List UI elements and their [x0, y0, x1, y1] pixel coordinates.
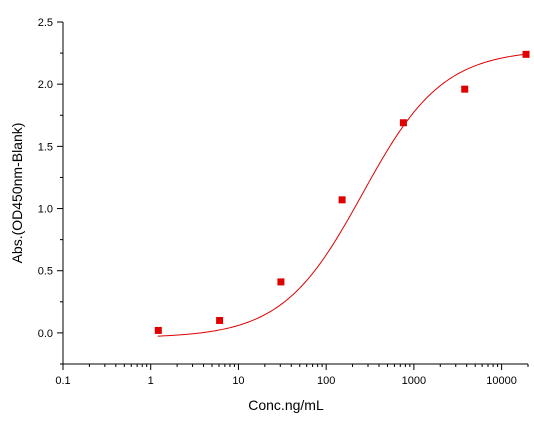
y-ticks: 0.0 0.5 1.0 1.5 2.0 2.5 [38, 17, 63, 365]
x-tick-label: 10000 [486, 375, 517, 387]
x-tick-label: 0.1 [55, 375, 70, 387]
y-tick-label: 0.5 [38, 266, 53, 278]
fit-curve [157, 53, 527, 337]
data-point [522, 50, 530, 58]
x-tick-label: 10 [232, 375, 244, 387]
data-points [154, 50, 530, 334]
fit-curve-group [157, 53, 527, 337]
plot-area [62, 22, 528, 365]
y-tick-label: 1.5 [38, 141, 53, 153]
data-point [338, 196, 346, 204]
x-axis-title: Conc.ng/mL [248, 397, 324, 413]
y-tick-label: 2.5 [38, 17, 53, 29]
y-tick-label: 0.0 [38, 328, 53, 340]
y-axis-title: Abs.(OD450nm-Blank) [9, 123, 25, 264]
y-tick-label: 1.0 [38, 204, 53, 216]
x-tick-label: 1000 [402, 375, 426, 387]
x-tick-label: 1 [148, 375, 154, 387]
data-point [216, 316, 224, 324]
x-ticks: 0.1 1 10 100 1000 10000 [55, 364, 529, 387]
data-point [154, 326, 162, 334]
data-point [461, 85, 469, 93]
data-point [399, 119, 407, 127]
y-tick-label: 2.0 [38, 79, 53, 91]
data-point [277, 278, 285, 286]
x-tick-label: 100 [317, 375, 335, 387]
